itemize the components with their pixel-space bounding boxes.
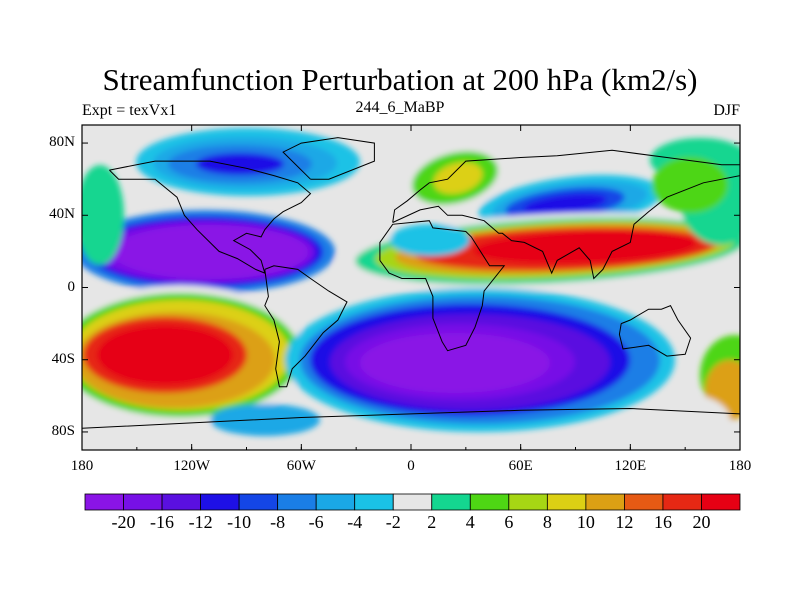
colorbar-swatch bbox=[315, 493, 356, 511]
colorbar-swatch bbox=[84, 493, 124, 511]
colorbar-label: 12 bbox=[615, 512, 634, 532]
coastline-segment bbox=[82, 407, 740, 429]
x-tick-label: 60W bbox=[286, 458, 316, 474]
contour-region bbox=[196, 153, 284, 175]
colorbar-swatch bbox=[508, 493, 548, 511]
contour-region bbox=[652, 157, 728, 213]
contour-region bbox=[210, 404, 320, 436]
contour-field bbox=[82, 125, 740, 450]
colorbar-swatch bbox=[662, 493, 702, 511]
x-tick-label: 180 bbox=[70, 458, 94, 474]
colorbar-swatch bbox=[161, 493, 201, 511]
colorbar-label: 4 bbox=[465, 512, 475, 532]
chart-title: Streamfunction Perturbation at 200 hPa (… bbox=[102, 62, 698, 97]
colorbar bbox=[84, 493, 741, 511]
colorbar-swatch bbox=[123, 493, 163, 511]
colorbar-swatch bbox=[469, 493, 510, 511]
y-tick-label: 40N bbox=[49, 206, 75, 223]
y-tick-label: 0 bbox=[67, 278, 76, 295]
coastline-segment bbox=[392, 149, 740, 280]
colorbar-label: -12 bbox=[188, 512, 213, 532]
colorbar-swatch bbox=[392, 493, 433, 511]
x-tick-label: 120E bbox=[614, 458, 647, 474]
colorbar-swatch bbox=[546, 493, 587, 511]
colorbar-swatch bbox=[277, 493, 317, 511]
x-tick-label: 0 bbox=[407, 458, 415, 474]
colorbar-label: -16 bbox=[150, 512, 175, 532]
contour-region bbox=[112, 225, 308, 279]
case-label: 244_6_MaBP bbox=[355, 99, 445, 116]
contour-region bbox=[473, 230, 697, 264]
colorbar-label: 20 bbox=[692, 512, 711, 532]
colorbar-label: 2 bbox=[427, 512, 437, 532]
season-label: DJF bbox=[713, 102, 740, 119]
colorbar-swatch bbox=[200, 493, 240, 511]
coastline-segment bbox=[618, 304, 692, 357]
contour-region bbox=[82, 165, 124, 265]
colorbar-swatch bbox=[624, 493, 664, 511]
colorbar-label: -20 bbox=[111, 512, 136, 532]
contour-region bbox=[523, 193, 607, 215]
colorbar-label: 8 bbox=[542, 512, 552, 532]
colorbar-swatch bbox=[238, 493, 279, 511]
y-tick-label: 80S bbox=[51, 422, 75, 439]
y-tick-label: 80N bbox=[49, 134, 75, 151]
colorbar-label: 6 bbox=[504, 512, 514, 532]
y-tick-label: 40S bbox=[51, 350, 75, 367]
colorbar-swatch bbox=[431, 493, 471, 511]
coastlines bbox=[82, 137, 740, 429]
x-tick-label: 120W bbox=[173, 458, 210, 474]
coastline-segment bbox=[282, 137, 375, 180]
colorbar-swatch bbox=[585, 493, 625, 511]
colorbar-label: -4 bbox=[347, 512, 363, 532]
x-tick-label: 180 bbox=[728, 458, 752, 474]
colorbar-label: 16 bbox=[653, 512, 672, 532]
colorbar-label: -8 bbox=[270, 512, 286, 532]
contour-region bbox=[390, 224, 470, 256]
colorbar-label: -2 bbox=[385, 512, 401, 532]
coastline-segment bbox=[379, 220, 506, 352]
x-tick-label: 60E bbox=[508, 458, 533, 474]
contour-region bbox=[650, 395, 730, 445]
axis-ticks bbox=[81, 125, 741, 450]
colorbar-label: 10 bbox=[576, 512, 595, 532]
contour-region bbox=[433, 162, 483, 194]
coastline-segment bbox=[264, 265, 348, 388]
colorbar-label: -10 bbox=[227, 512, 252, 532]
coastline-segment bbox=[109, 160, 312, 274]
contour-region bbox=[97, 325, 233, 385]
colorbar-swatch bbox=[354, 493, 394, 511]
experiment-label: Expt = texVx1 bbox=[82, 102, 177, 119]
colorbar-label: -6 bbox=[308, 512, 324, 532]
colorbar-swatch bbox=[701, 493, 741, 511]
contour-region bbox=[360, 333, 550, 393]
